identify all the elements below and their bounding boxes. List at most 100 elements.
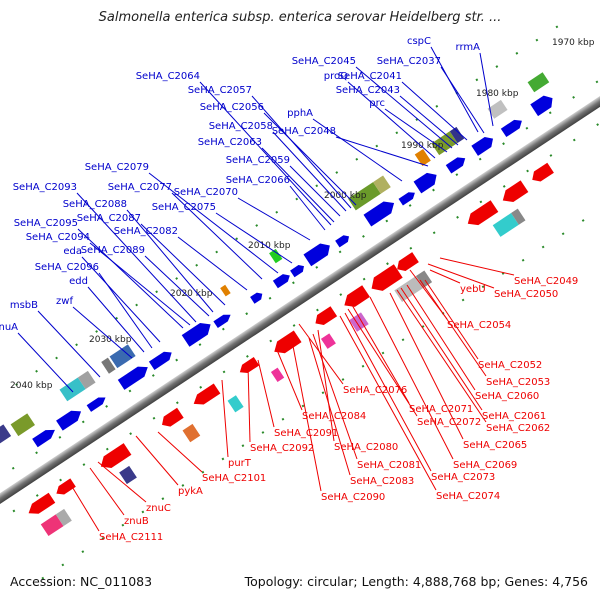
gene-label[interactable]: edd bbox=[69, 276, 88, 287]
coordinate-label: 1990 kbp bbox=[401, 141, 444, 151]
gene-label[interactable]: SeHA_C2062 bbox=[486, 423, 550, 434]
gene-leader-line bbox=[400, 287, 483, 411]
gene-label[interactable]: SeHA_C2061 bbox=[482, 411, 546, 422]
gene-leader-line bbox=[401, 81, 468, 141]
gene-leader-line bbox=[384, 108, 448, 153]
gene-leader-line bbox=[199, 81, 332, 226]
gene-label[interactable]: SeHA_C2095 bbox=[14, 218, 78, 229]
gene-label[interactable]: msbB bbox=[10, 300, 38, 311]
gene-label[interactable]: SeHA_C2071 bbox=[409, 404, 473, 415]
gene-label[interactable]: purT bbox=[228, 458, 252, 469]
gene-label[interactable]: SeHA_C2041 bbox=[338, 71, 402, 82]
gene-label[interactable]: SeHA_C2101 bbox=[202, 473, 266, 484]
gene-leader-line bbox=[237, 197, 311, 241]
gene-label[interactable]: SeHA_C2050 bbox=[494, 289, 558, 300]
gene-leader-line bbox=[177, 236, 248, 291]
gene-label[interactable]: SeHA_C2074 bbox=[436, 491, 500, 502]
gene-label[interactable]: SeHA_C2057 bbox=[188, 85, 252, 96]
gene-label[interactable]: znuC bbox=[146, 503, 171, 514]
gene-leader-line bbox=[126, 209, 214, 313]
gene-label[interactable]: SeHA_C2089 bbox=[81, 245, 145, 256]
gene-leader-line bbox=[399, 95, 459, 146]
gene-leader-line bbox=[439, 257, 515, 276]
gene-label[interactable]: SeHA_C2083 bbox=[350, 476, 414, 487]
gene-label[interactable]: SeHA_C2084 bbox=[302, 411, 366, 422]
gene-label[interactable]: SeHA_C2059 bbox=[226, 155, 290, 166]
gene-label[interactable]: SeHA_C2037 bbox=[377, 56, 441, 67]
gene-label[interactable]: SeHA_C2054 bbox=[447, 320, 511, 331]
gene-label[interactable]: SeHA_C2080 bbox=[334, 442, 398, 453]
gene-leader-line bbox=[89, 467, 125, 516]
gene-leader-line bbox=[344, 312, 432, 472]
gene-label[interactable]: SeHA_C2058 bbox=[209, 121, 273, 132]
gene-label[interactable]: cspC bbox=[407, 36, 431, 47]
gene-label[interactable]: SeHA_C2094 bbox=[26, 232, 90, 243]
gene-label[interactable]: SeHA_C2056 bbox=[200, 102, 264, 113]
gene-label[interactable]: prc bbox=[369, 98, 385, 109]
gene-label[interactable]: proQ bbox=[324, 71, 348, 82]
gene-label[interactable]: SeHA_C2048 bbox=[272, 126, 336, 137]
gene-leader-line bbox=[389, 292, 464, 440]
gene-leader-line bbox=[351, 304, 410, 404]
gene-label[interactable]: yebU bbox=[460, 284, 486, 295]
gene-leader-line bbox=[140, 223, 226, 306]
gene-leader-line bbox=[263, 112, 357, 206]
gene-label[interactable]: SeHA_C2064 bbox=[136, 71, 200, 82]
gene-label[interactable]: SeHA_C2045 bbox=[292, 56, 356, 67]
reverse-gene-labels: SeHA_C2049 yebU SeHA_C2050 SeHA_C2054 SeHA_C… bbox=[67, 257, 578, 543]
gene-leader-line bbox=[261, 147, 335, 223]
gene-leader-line bbox=[317, 329, 335, 442]
gene-leader-line bbox=[406, 284, 476, 391]
gene-leader-line bbox=[247, 364, 251, 443]
gene-leader-line bbox=[144, 255, 210, 317]
gene-label[interactable]: SeHA_C2072 bbox=[417, 417, 481, 428]
gene-leader-line bbox=[419, 279, 487, 377]
gene-label[interactable]: SeHA_C2049 bbox=[514, 276, 578, 287]
gene-label[interactable]: eda bbox=[63, 246, 82, 257]
map-title: Salmonella enterica subsp. enterica sero… bbox=[98, 10, 502, 25]
gene-leader-line bbox=[67, 479, 100, 532]
gene-label[interactable]: SeHA_C2073 bbox=[431, 472, 495, 483]
gene-label[interactable]: SeHA_C2043 bbox=[336, 85, 400, 96]
gene-label[interactable]: pykA bbox=[178, 486, 203, 497]
gene-label[interactable]: SeHA_C2075 bbox=[152, 202, 216, 213]
gene-leader-line bbox=[148, 172, 279, 274]
gene-label[interactable]: SeHA_C2091 bbox=[274, 428, 338, 439]
gene-leader-line bbox=[347, 308, 418, 417]
coordinate-label: 2010 kbp bbox=[248, 241, 291, 251]
gene-leader-line bbox=[37, 310, 101, 378]
gene-label[interactable]: SeHA_C2060 bbox=[475, 391, 539, 402]
gene-label[interactable]: SeHA_C2093 bbox=[13, 182, 77, 193]
gene-label[interactable]: SeHA_C2082 bbox=[114, 226, 178, 237]
gene-label[interactable]: SeHA_C2066 bbox=[226, 175, 290, 186]
gene-label[interactable]: SeHA_C2076 bbox=[343, 385, 407, 396]
gene-label[interactable]: znuA bbox=[0, 322, 18, 333]
gene-label[interactable]: SeHA_C2052 bbox=[478, 360, 542, 371]
gene-label[interactable]: SeHA_C2070 bbox=[174, 187, 238, 198]
gene-label[interactable]: znuB bbox=[124, 516, 149, 527]
gene-label[interactable]: SeHA_C2065 bbox=[463, 440, 527, 451]
gene-label[interactable]: SeHA_C2096 bbox=[35, 262, 99, 273]
gene-label[interactable]: SeHA_C2111 bbox=[99, 532, 163, 543]
gene-leader-line bbox=[289, 165, 341, 217]
gene-label[interactable]: SeHA_C2090 bbox=[321, 492, 385, 503]
gene-label[interactable]: zwf bbox=[56, 296, 73, 307]
gene-label[interactable]: pphA bbox=[287, 108, 313, 119]
gene-label[interactable]: SeHA_C2081 bbox=[357, 460, 421, 471]
gene-label[interactable]: SeHA_C2063 bbox=[198, 137, 262, 148]
gene-leader-line bbox=[369, 296, 454, 460]
gene-leader-line bbox=[440, 66, 485, 134]
gene-label[interactable]: SeHA_C2079 bbox=[85, 162, 149, 173]
gene-label[interactable]: SeHA_C2087 bbox=[77, 213, 141, 224]
gene-leader-line bbox=[424, 279, 479, 360]
gene-label[interactable]: SeHA_C2092 bbox=[250, 443, 314, 454]
gene-leader-line bbox=[339, 315, 437, 491]
gene-label[interactable]: SeHA_C2077 bbox=[108, 182, 172, 193]
gene-label[interactable]: SeHA_C2088 bbox=[63, 199, 127, 210]
gene-label[interactable]: SeHA_C2053 bbox=[486, 377, 550, 388]
gene-label[interactable]: rrmA bbox=[456, 42, 481, 53]
gene-label[interactable]: SeHA_C2069 bbox=[453, 460, 517, 471]
gene-leader-line bbox=[157, 431, 203, 473]
gene-leader-line bbox=[312, 118, 403, 182]
